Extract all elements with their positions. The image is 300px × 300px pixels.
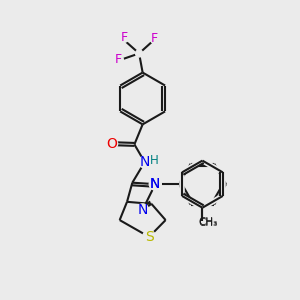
Text: N: N [140,155,150,169]
Text: CH₃: CH₃ [198,218,217,227]
Circle shape [139,156,151,168]
Text: H: H [150,154,159,167]
Text: F: F [121,31,128,44]
Text: S: S [145,230,154,244]
Text: F: F [115,53,122,66]
Circle shape [114,55,123,64]
Text: N: N [150,177,160,191]
Circle shape [149,178,161,190]
Circle shape [149,178,161,190]
Text: O: O [106,137,117,151]
Text: N: N [150,177,160,191]
Circle shape [150,34,159,43]
Circle shape [142,230,156,243]
Circle shape [137,204,148,216]
Circle shape [136,50,142,57]
Text: F: F [151,32,158,45]
Circle shape [106,138,118,150]
Circle shape [120,33,129,42]
Text: N: N [137,203,148,217]
Text: CH₃: CH₃ [198,218,217,228]
